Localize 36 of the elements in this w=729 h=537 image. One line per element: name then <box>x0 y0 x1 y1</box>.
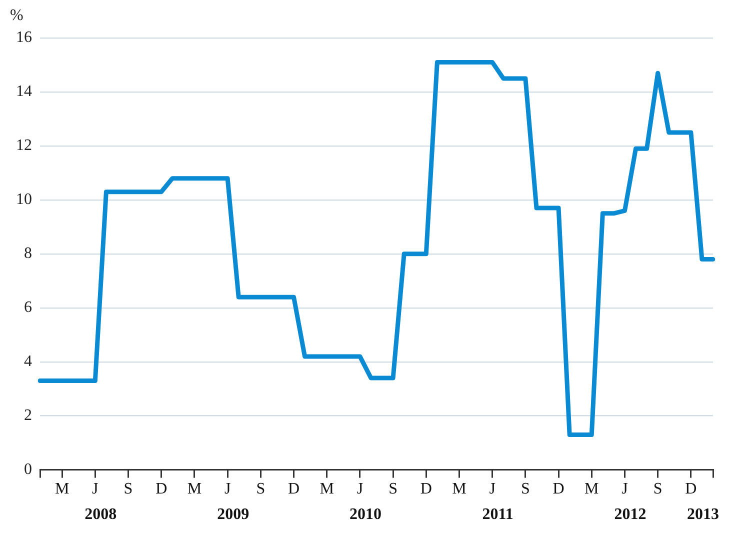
x-tick-label: J <box>489 480 496 498</box>
x-tick-label: S <box>256 480 266 498</box>
y-tick-label: 16 <box>16 29 32 46</box>
x-tick-label: M <box>187 480 202 498</box>
y-tick-label: 12 <box>16 137 32 154</box>
y-tick-label: 10 <box>16 191 32 208</box>
y-tick-label: 0 <box>24 461 32 478</box>
y-tick-label: 8 <box>24 245 32 262</box>
x-tick-label: J <box>356 480 364 498</box>
text: 2011 <box>482 506 514 524</box>
x-tick-label: S <box>520 480 530 498</box>
y-tick-label: 4 <box>24 353 32 370</box>
x-tick-label: J <box>224 480 231 498</box>
x-tick-label: S <box>653 480 662 498</box>
x-tick-label: M <box>54 480 70 498</box>
y-tick-label: 2 <box>24 407 32 424</box>
x-tick-label: M <box>452 480 466 498</box>
x-tick-label: D <box>685 480 697 498</box>
y-axis-title: % <box>10 7 24 24</box>
text: 2012 <box>614 506 646 524</box>
x-tick-label: D <box>420 480 432 498</box>
y-tick-label: 14 <box>16 83 32 100</box>
y-tick-label: 6 <box>24 299 32 316</box>
x-tick-label: D <box>156 480 168 498</box>
text: 2009 <box>217 506 250 524</box>
x-tick-label: D <box>288 480 300 498</box>
x-tick-label: J <box>92 480 98 498</box>
x-tick-label: J <box>622 480 628 498</box>
x-tick-label: M <box>584 480 599 498</box>
text: 2008 <box>84 506 117 524</box>
x-tick-label: D <box>552 480 564 498</box>
x-tick-label: S <box>388 480 398 498</box>
x-tick-label: S <box>124 480 133 498</box>
text: 2010 <box>349 506 382 524</box>
text: 2013 <box>687 506 719 524</box>
x-tick-label: M <box>320 480 334 498</box>
